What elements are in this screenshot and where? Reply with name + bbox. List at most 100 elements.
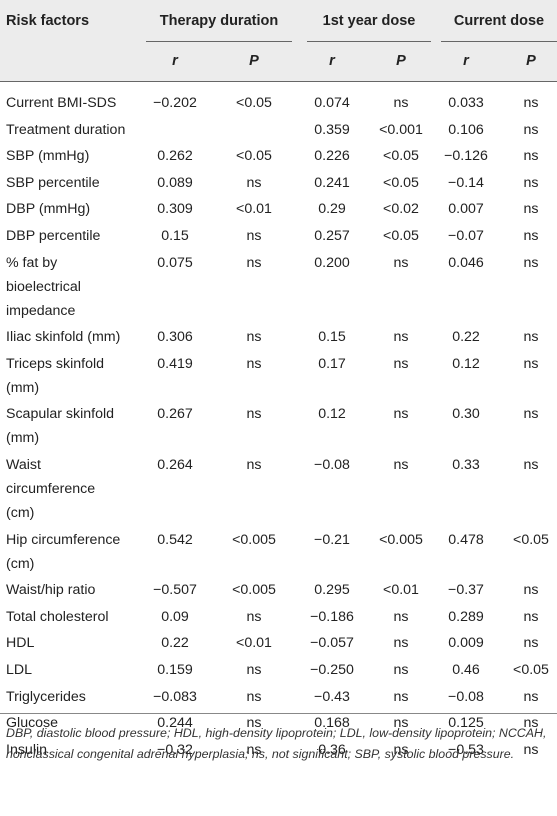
cell-r-value: 0.125 [448,715,484,732]
cell-r-value: −0.43 [314,688,350,705]
row-label-line: % fat by [6,254,58,271]
cell-p-value: ns [523,582,539,599]
cell-p-value: <0.005 [232,531,276,548]
cell-r-value: −0.507 [153,582,197,599]
row-label-line: DBP (mmHg) [6,201,91,218]
header-current-dose: Current dose [453,13,545,29]
cell-r-value: 0.226 [314,148,350,165]
cell-p-value: <0.01 [383,582,419,599]
cell-r-value: 0.257 [314,228,350,244]
cell-r-value: 0.36 [318,741,346,758]
cell-p-value: <0.05 [383,228,419,244]
subheader-r: r [329,53,335,69]
row-label-line: (cm) [6,555,35,572]
cell-r-value: 0.12 [452,355,480,372]
cell-r-value: −0.07 [448,228,484,244]
row-label-line: bioelectrical [6,278,81,295]
row-label: Insulin [6,738,47,762]
cell-p-value: ns [246,457,262,473]
cell-p-value: <0.05 [513,662,549,678]
cell-p-value: ns [246,608,262,625]
row-label: Scapular skinfold (mm) [6,402,114,450]
cell-p-value: ns [393,635,409,652]
group-divider-first-year [307,41,431,42]
subheader-p: P [396,53,406,69]
cell-p-value: ns [393,608,409,625]
cell-r-value: 0.22 [161,635,189,652]
cell-p-value: <0.005 [232,582,276,599]
cell-r-value: 0.17 [318,355,346,372]
row-label: LDL [6,658,32,682]
group-divider-therapy [146,41,292,42]
cell-r-value: 0.46 [452,662,480,678]
cell-p-value: ns [393,254,409,271]
cell-r-value: 0.159 [157,662,193,678]
cell-r-value: −0.37 [448,582,484,599]
subheader-r: r [172,53,178,69]
cell-p-value: ns [393,457,409,473]
cell-r-value: −0.32 [157,741,193,758]
cell-p-value: <0.05 [236,95,272,111]
row-label-line: Triceps skinfold [6,355,105,372]
cell-r-value: 0.106 [448,121,484,138]
header-risk-factors: Risk factors [6,13,90,29]
cell-r-value: 0.264 [157,457,193,473]
cell-p-value: ns [523,457,539,473]
table-bottom-rule [0,713,557,714]
cell-p-value: ns [523,121,539,138]
cell-p-value: ns [523,254,539,271]
row-label-line: (mm) [6,430,40,447]
cell-r-value: 0.22 [452,329,480,346]
header-first-year-dose: 1st year dose [322,13,416,29]
cell-p-value: ns [246,254,262,271]
row-label-line: Scapular skinfold [6,406,115,423]
cell-p-value: ns [393,329,409,346]
cell-r-value: 0.241 [314,174,350,191]
row-label: Waist/hip ratio [6,578,95,602]
cell-p-value: ns [523,174,539,191]
row-label: Triceps skinfold (mm) [6,352,104,400]
row-label-line: Glucose [6,715,59,732]
cell-p-value: <0.01 [236,635,272,652]
row-label: DBP percentile [6,224,100,248]
cell-p-value: ns [523,228,539,244]
cell-r-value: −0.14 [448,174,484,191]
cell-r-value: 0.306 [157,329,193,346]
subheader-r: r [463,53,469,69]
cell-p-value: ns [246,329,262,346]
cell-r-value: 0.309 [157,201,193,218]
row-label: % fat by bioelectrical impedance [6,251,81,323]
cell-p-value: ns [523,741,539,758]
row-label: Treatment duration [6,118,125,142]
cell-r-value: −0.250 [310,662,354,678]
row-label-line: Current BMI-SDS [6,95,117,111]
cell-r-value: 0.262 [157,148,193,165]
row-label-line: (cm) [6,505,35,521]
row-label: SBP (mmHg) [6,144,89,168]
row-label: SBP percentile [6,171,100,195]
cell-p-value: <0.05 [383,174,419,191]
cell-r-value: 0.200 [314,254,350,271]
cell-p-value: ns [393,688,409,705]
cell-p-value: ns [246,662,262,678]
row-label-line: (mm) [6,379,40,396]
cell-r-value: 0.478 [448,531,484,548]
cell-p-value: <0.02 [383,201,419,218]
cell-r-value: 0.12 [318,406,346,423]
cell-p-value: ns [523,329,539,346]
row-label-line: circumference [6,481,96,497]
cell-r-value: 0.33 [452,457,480,473]
cell-r-value: −0.53 [448,741,484,758]
row-label-line: Waist [6,457,41,473]
cell-p-value: ns [523,688,539,705]
cell-r-value: −0.126 [444,148,488,165]
cell-r-value: 0.075 [157,254,193,271]
cell-p-value: ns [523,201,539,218]
cell-r-value: 0.09 [161,608,189,625]
footnote: DBP, diastolic blood pressure; HDL, high… [6,726,547,761]
row-label-line: LDL [6,662,33,678]
cell-p-value: ns [246,228,262,244]
cell-p-value: ns [393,741,409,758]
subheader-p: P [526,53,536,69]
cell-r-value: 0.168 [314,715,350,732]
